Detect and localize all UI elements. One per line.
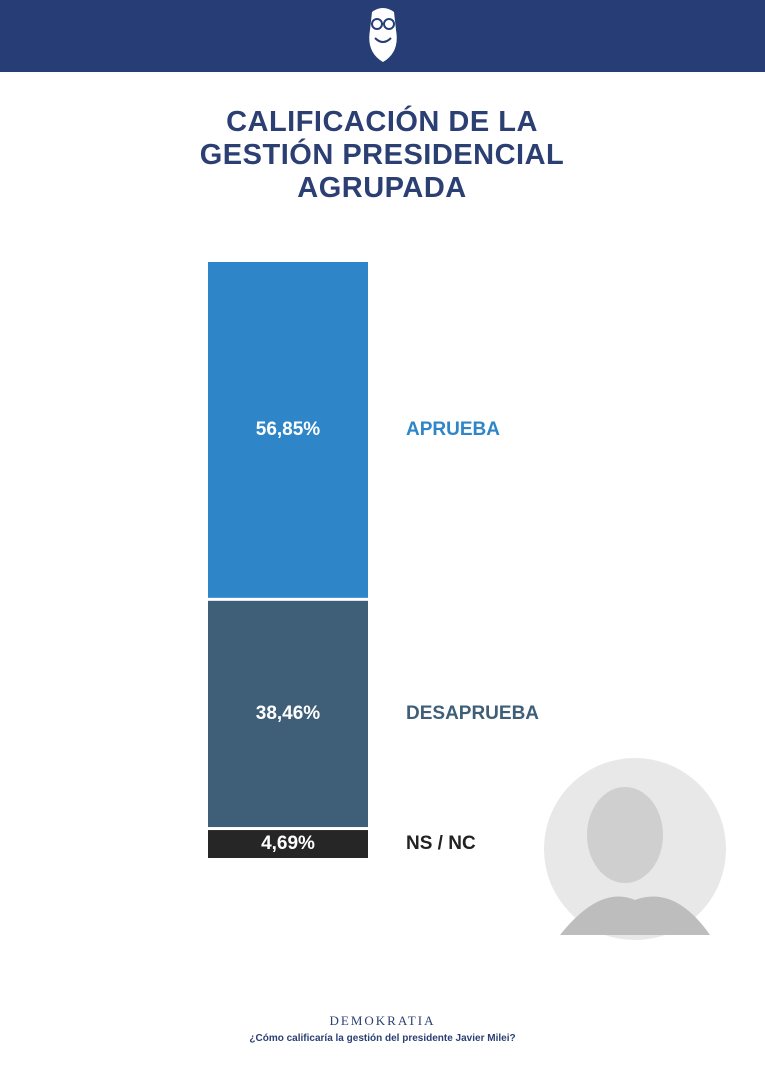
chart-title: CALIFICACIÓN DE LA GESTIÓN PRESIDENCIAL … bbox=[199, 106, 565, 204]
source: DEMOKRATIA bbox=[329, 1013, 436, 1028]
header bbox=[0, 0, 765, 72]
bar-segment bbox=[208, 262, 368, 598]
value-label: 4,69% bbox=[261, 833, 315, 854]
bar-segment bbox=[208, 600, 368, 828]
photo-body bbox=[560, 896, 710, 935]
legend-label: DESAPRUEBA bbox=[406, 703, 539, 724]
bar-segment bbox=[208, 830, 368, 858]
question: ¿Cómo calificaría la gestión del preside… bbox=[249, 1033, 516, 1044]
chart: 56,85% APRUEBA 38,46% DESAPRUEBA 4,69% NS / N… bbox=[208, 262, 726, 940]
legend-label: APRUEBA bbox=[406, 419, 500, 440]
value-label: 56,85% bbox=[256, 419, 321, 440]
legend-label: NS / NC bbox=[406, 833, 476, 854]
logo bbox=[369, 8, 397, 62]
photo-face bbox=[587, 787, 663, 883]
value-label: 38,46% bbox=[256, 703, 321, 724]
